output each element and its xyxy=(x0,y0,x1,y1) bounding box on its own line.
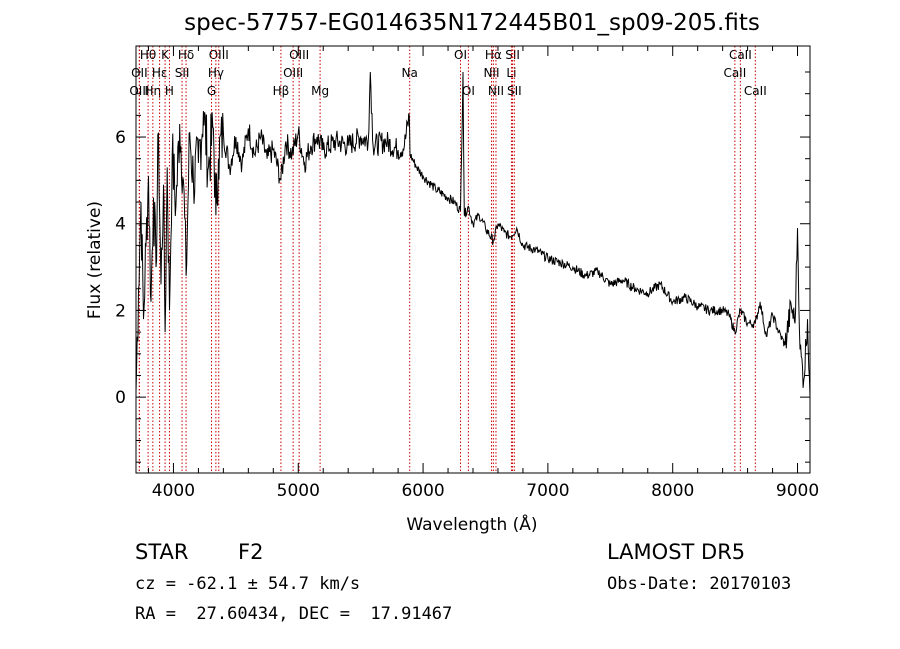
x-tick-label: 5000 xyxy=(277,481,320,501)
x-tick-label: 7000 xyxy=(526,481,569,501)
spectral-line-label: Hη xyxy=(145,84,162,98)
spectral-line-label: OI xyxy=(454,48,467,62)
spectral-line-label: G xyxy=(207,84,216,98)
y-tick-label: 2 xyxy=(115,301,126,321)
spectral-line-label: OIII xyxy=(129,84,149,98)
y-tick-label: 6 xyxy=(115,128,126,148)
spectral-line-label: NII xyxy=(483,66,499,80)
obs-date: Obs-Date: 20170103 xyxy=(607,574,792,594)
spectral-line-label: SII xyxy=(505,48,520,62)
spectral-line-label: CaII xyxy=(744,84,767,98)
spectral-line-label: Hβ xyxy=(273,84,290,98)
spectral-line-label: Hθ xyxy=(140,48,156,62)
spectral-line-label: Mg xyxy=(311,84,329,98)
x-tick-label: 6000 xyxy=(401,481,444,501)
x-tick-label: 8000 xyxy=(651,481,694,501)
survey-name: LAMOST DR5 xyxy=(607,540,746,564)
spectral-line-label: Hα xyxy=(485,48,502,62)
spectral-line-label: NII xyxy=(488,84,504,98)
spectral-line-label: SII xyxy=(507,84,522,98)
spectral-line-label: Hδ xyxy=(178,48,194,62)
spectral-line-label: SII xyxy=(175,66,190,80)
spectral-line-label: OIII xyxy=(209,48,229,62)
object-subclass: F2 xyxy=(238,540,264,564)
spectral-line-label: OI xyxy=(462,84,475,98)
x-tick-label: 9000 xyxy=(776,481,819,501)
y-tick-label: 4 xyxy=(115,215,126,235)
spectral-line-label: CaII xyxy=(729,48,752,62)
y-axis-label: Flux (relative) xyxy=(85,201,105,319)
chart-title: spec-57757-EG014635N172445B01_sp09-205.f… xyxy=(184,10,760,36)
spectral-line-label: CaII xyxy=(723,66,746,80)
spectral-line-label: OIII xyxy=(283,66,303,80)
spectral-line-label: OII xyxy=(131,66,148,80)
redshift-readout: cz = -62.1 ± 54.7 km/s xyxy=(135,574,361,594)
spectral-line-label: Hε xyxy=(152,66,168,80)
spectral-line-label: K xyxy=(161,48,170,62)
plot-frame xyxy=(135,45,811,474)
spectral-line-label: Na xyxy=(402,66,418,80)
spectral-line-label: Li xyxy=(506,66,516,80)
spectral-line-label: OIII xyxy=(289,48,309,62)
y-tick-label: 0 xyxy=(115,388,126,408)
spectrum-line xyxy=(135,71,811,398)
spectral-line-label: Hγ xyxy=(208,66,224,80)
x-tick-label: 4000 xyxy=(152,481,195,501)
x-axis-label: Wavelength (Å) xyxy=(406,513,537,535)
coordinates: RA = 27.60434, DEC = 17.91467 xyxy=(135,604,453,624)
spectral-line-label: H xyxy=(165,84,174,98)
object-class: STAR xyxy=(135,540,189,564)
